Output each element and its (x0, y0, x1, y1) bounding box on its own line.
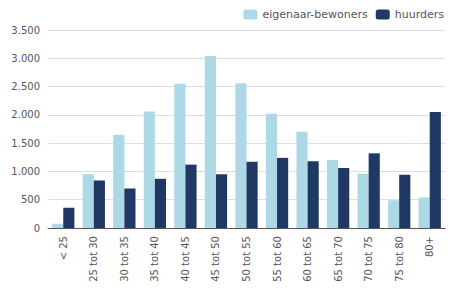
svg-text:3.500: 3.500 (11, 25, 40, 36)
svg-text:1.500: 1.500 (11, 138, 40, 149)
svg-text:< 25: < 25 (58, 236, 69, 260)
svg-text:eigenaar-bewoners: eigenaar-bewoners (262, 8, 368, 21)
svg-text:1.000: 1.000 (11, 166, 40, 177)
svg-text:70 tot 75: 70 tot 75 (363, 236, 374, 282)
svg-text:40 tot 45: 40 tot 45 (180, 236, 191, 282)
svg-text:0: 0 (34, 223, 40, 234)
svg-text:50 tot 55: 50 tot 55 (241, 236, 252, 282)
svg-text:huurders: huurders (395, 8, 445, 21)
svg-text:80+: 80+ (424, 236, 435, 257)
svg-text:500: 500 (21, 194, 40, 205)
svg-text:60 tot 65: 60 tot 65 (302, 236, 313, 282)
svg-text:3.000: 3.000 (11, 53, 40, 64)
svg-text:2.000: 2.000 (11, 109, 40, 120)
svg-text:65 tot 70: 65 tot 70 (333, 236, 344, 282)
svg-text:35 tot 40: 35 tot 40 (149, 236, 160, 282)
svg-text:45 tot 50: 45 tot 50 (210, 236, 221, 282)
svg-text:2.500: 2.500 (11, 81, 40, 92)
svg-text:75 tot 80: 75 tot 80 (394, 236, 405, 282)
svg-text:55 tot 60: 55 tot 60 (272, 236, 283, 282)
svg-text:30 tot 35: 30 tot 35 (119, 236, 130, 282)
svg-text:25 tot 30: 25 tot 30 (88, 236, 99, 282)
